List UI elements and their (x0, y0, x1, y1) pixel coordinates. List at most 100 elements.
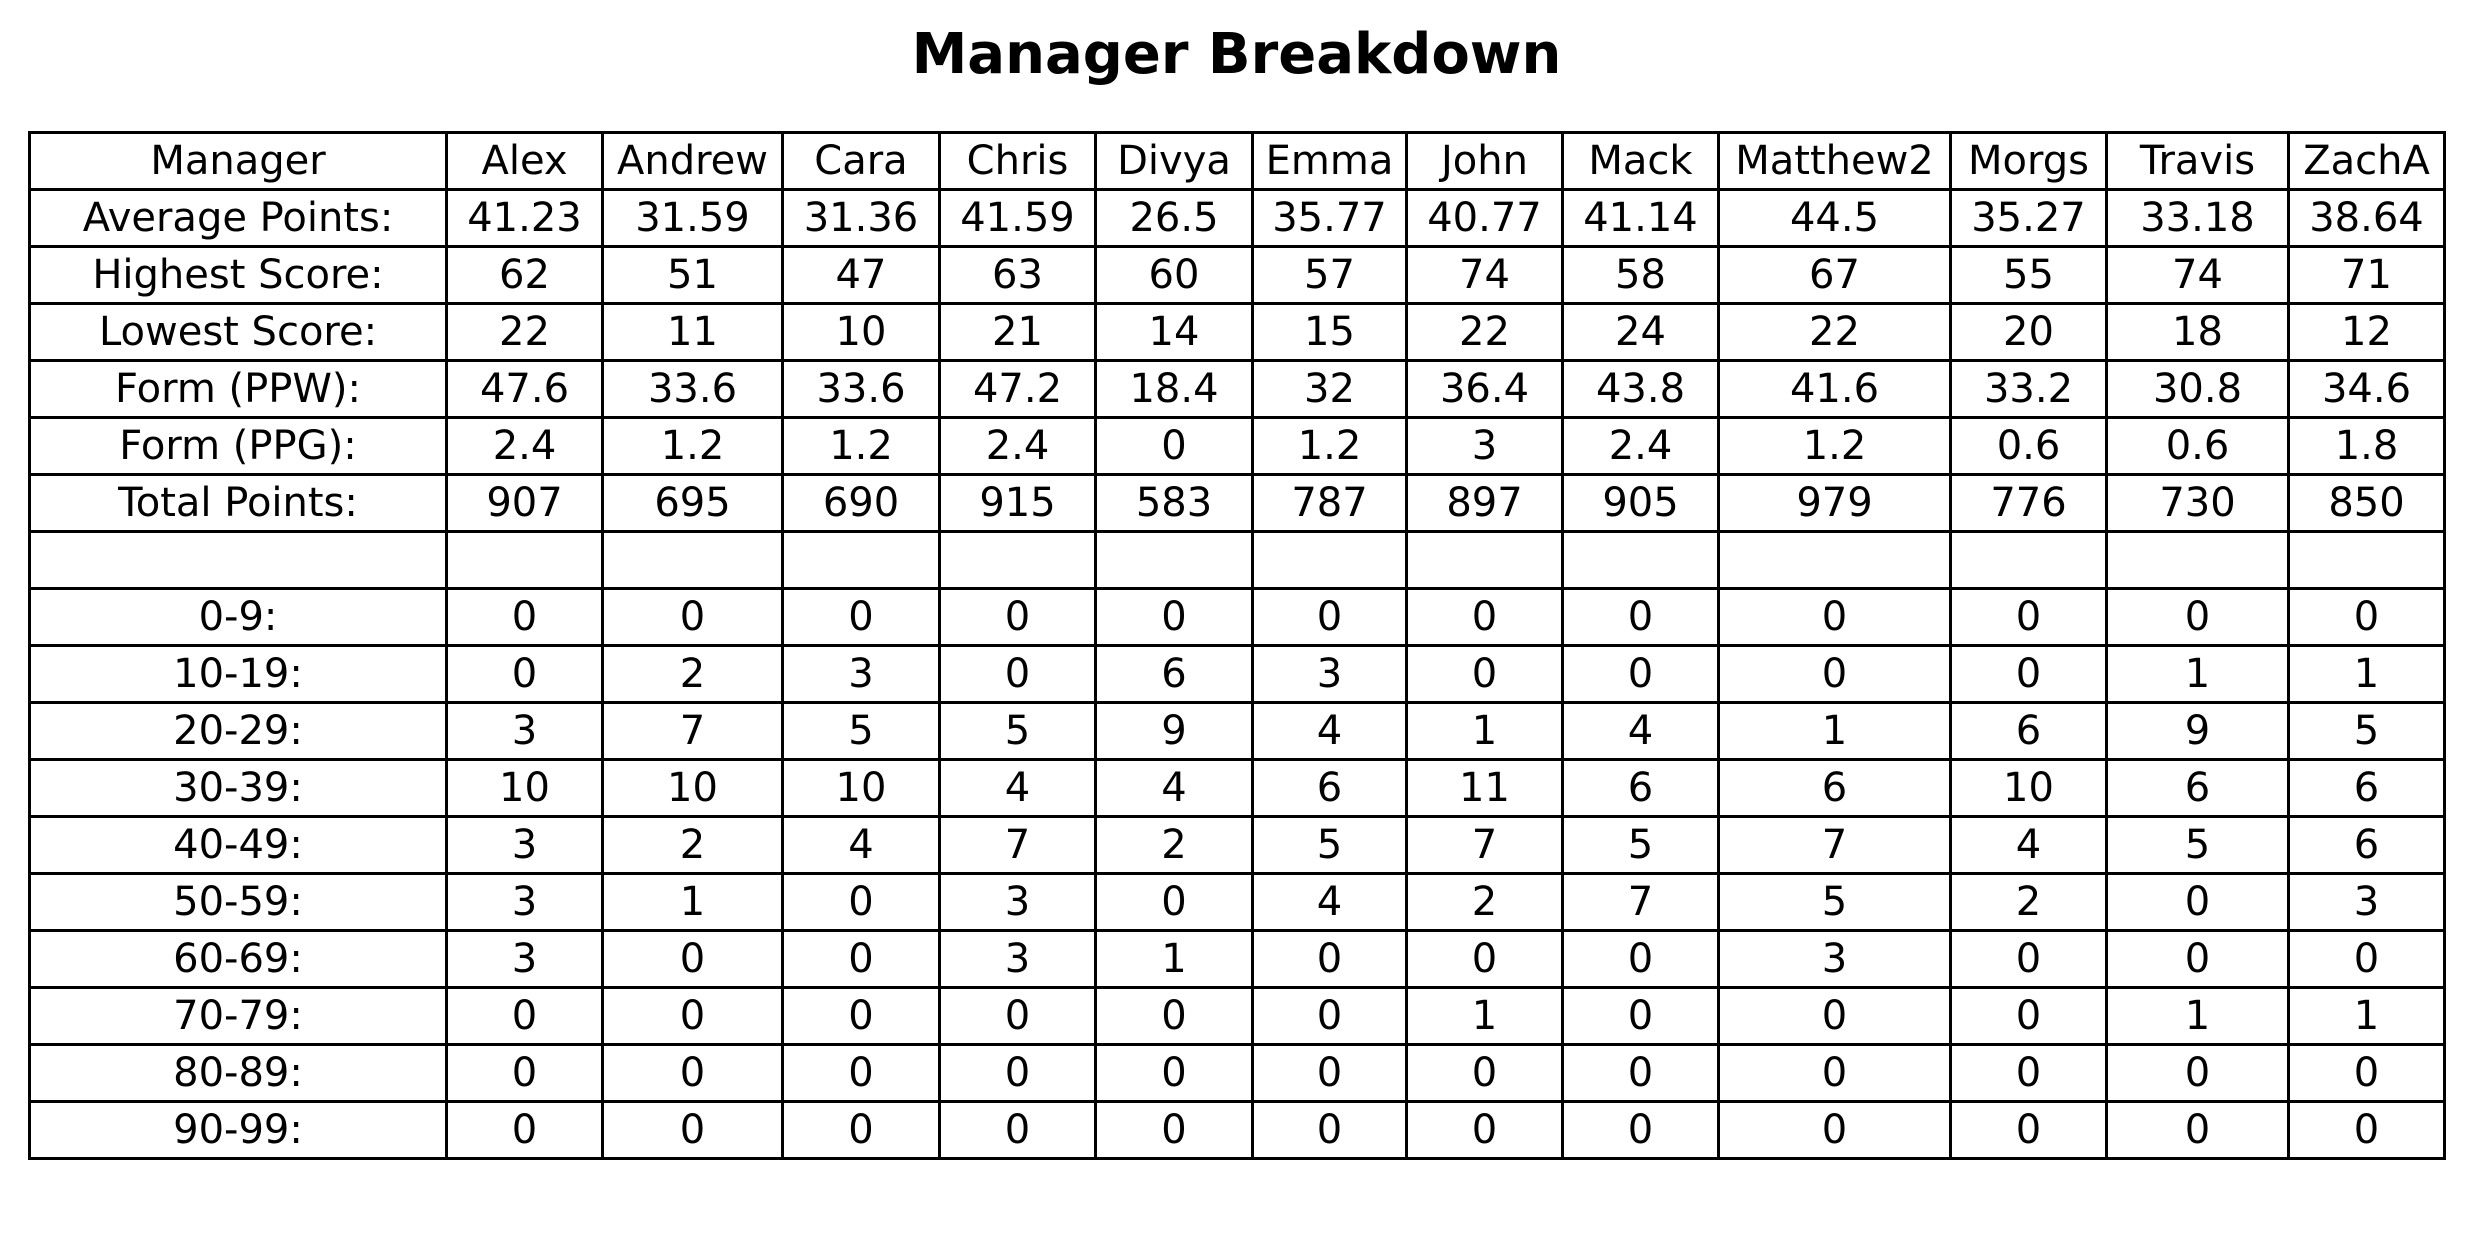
value-cell: 11 (1405, 758, 1564, 818)
value-cell: 9 (2105, 701, 2290, 761)
value-cell: 1.2 (1717, 416, 1952, 476)
data-row: Form (PPW): 47.6 33.6 33.6 47.2 18.4 32 36.4 43.… (28, 359, 2446, 419)
empty-cell (1561, 530, 1720, 590)
value-cell: 0 (1094, 1043, 1254, 1103)
value-cell: 30.8 (2105, 359, 2290, 419)
value-cell: 2 (601, 644, 784, 704)
value-cell: 0 (2287, 587, 2446, 647)
value-cell: 0.6 (2105, 416, 2290, 476)
value-cell: 0 (2287, 1100, 2446, 1160)
value-cell: 22 (1405, 302, 1564, 362)
value-cell: 2.4 (938, 416, 1097, 476)
value-cell: 14 (1094, 302, 1254, 362)
value-cell: 63 (938, 245, 1097, 305)
value-cell: 2 (601, 815, 784, 875)
value-cell: 0 (1251, 587, 1408, 647)
empty-cell (1717, 530, 1952, 590)
value-cell: 0 (938, 986, 1097, 1046)
value-cell: 22 (445, 302, 604, 362)
value-cell: 1 (1717, 701, 1952, 761)
value-cell: 695 (601, 473, 784, 533)
header-cell: Andrew (601, 131, 784, 191)
value-cell: 7 (938, 815, 1097, 875)
value-cell: 31.59 (601, 188, 784, 248)
value-cell: 0 (1717, 1043, 1952, 1103)
data-row: 50-59: 3 1 0 3 0 4 2 7 5 2 0 3 (28, 872, 2446, 932)
header-cell: Manager (28, 131, 448, 191)
empty-cell (1405, 530, 1564, 590)
value-cell: 31.36 (781, 188, 941, 248)
value-cell: 0 (938, 1100, 1097, 1160)
value-cell: 10 (445, 758, 604, 818)
value-cell: 850 (2287, 473, 2446, 533)
value-cell: 7 (1717, 815, 1952, 875)
value-cell: 0 (1405, 1043, 1564, 1103)
value-cell: 979 (1717, 473, 1952, 533)
value-cell: 4 (781, 815, 941, 875)
value-cell: 0 (1094, 1100, 1254, 1160)
value-cell: 1 (2105, 986, 2290, 1046)
value-cell: 74 (2105, 245, 2290, 305)
value-cell: 0 (781, 986, 941, 1046)
row-label: Lowest Score: (28, 302, 448, 362)
value-cell: 0 (1717, 587, 1952, 647)
value-cell: 11 (601, 302, 784, 362)
row-label: 80-89: (28, 1043, 448, 1103)
value-cell: 4 (1561, 701, 1720, 761)
value-cell: 58 (1561, 245, 1720, 305)
header-cell: Morgs (1949, 131, 2108, 191)
value-cell: 0 (1405, 1100, 1564, 1160)
breakdown-table: Manager Alex Andrew Cara Chris Divya Emma John M… (28, 131, 2446, 1160)
value-cell: 787 (1251, 473, 1408, 533)
value-cell: 2 (1405, 872, 1564, 932)
value-cell: 3 (445, 701, 604, 761)
value-cell: 0 (2105, 929, 2290, 989)
data-row: 90-99: 0 0 0 0 0 0 0 0 0 0 0 0 (28, 1100, 2446, 1160)
value-cell: 0 (1561, 644, 1720, 704)
value-cell: 44.5 (1717, 188, 1952, 248)
header-cell: Emma (1251, 131, 1408, 191)
value-cell: 0 (1717, 986, 1952, 1046)
value-cell: 0 (1405, 587, 1564, 647)
empty-cell (1949, 530, 2108, 590)
header-cell: Mack (1561, 131, 1720, 191)
value-cell: 0 (445, 1100, 604, 1160)
value-cell: 21 (938, 302, 1097, 362)
value-cell: 71 (2287, 245, 2446, 305)
data-row: 80-89: 0 0 0 0 0 0 0 0 0 0 0 0 (28, 1043, 2446, 1103)
value-cell: 1 (1405, 701, 1564, 761)
value-cell: 690 (781, 473, 941, 533)
value-cell: 41.59 (938, 188, 1097, 248)
value-cell: 0 (445, 644, 604, 704)
value-cell: 41.23 (445, 188, 604, 248)
value-cell: 2 (1094, 815, 1254, 875)
value-cell: 6 (2287, 758, 2446, 818)
value-cell: 55 (1949, 245, 2108, 305)
row-label: 90-99: (28, 1100, 448, 1160)
value-cell: 6 (1094, 644, 1254, 704)
value-cell: 35.77 (1251, 188, 1408, 248)
value-cell: 0 (781, 1100, 941, 1160)
value-cell: 10 (1949, 758, 2108, 818)
header-cell: Matthew2 (1717, 131, 1952, 191)
value-cell: 5 (2105, 815, 2290, 875)
value-cell: 33.6 (781, 359, 941, 419)
row-label: 60-69: (28, 929, 448, 989)
row-label: Highest Score: (28, 245, 448, 305)
value-cell: 9 (1094, 701, 1254, 761)
data-row: Highest Score: 62 51 47 63 60 57 74 58 67 55 74 71 (28, 245, 2446, 305)
empty-cell (28, 530, 448, 590)
value-cell: 0 (1094, 872, 1254, 932)
value-cell: 0 (1251, 1100, 1408, 1160)
value-cell: 7 (1561, 872, 1720, 932)
value-cell: 38.64 (2287, 188, 2446, 248)
value-cell: 730 (2105, 473, 2290, 533)
value-cell: 26.5 (1094, 188, 1254, 248)
value-cell: 1.8 (2287, 416, 2446, 476)
value-cell: 0 (1251, 986, 1408, 1046)
value-cell: 4 (1251, 872, 1408, 932)
value-cell: 22 (1717, 302, 1952, 362)
value-cell: 33.6 (601, 359, 784, 419)
value-cell: 18 (2105, 302, 2290, 362)
